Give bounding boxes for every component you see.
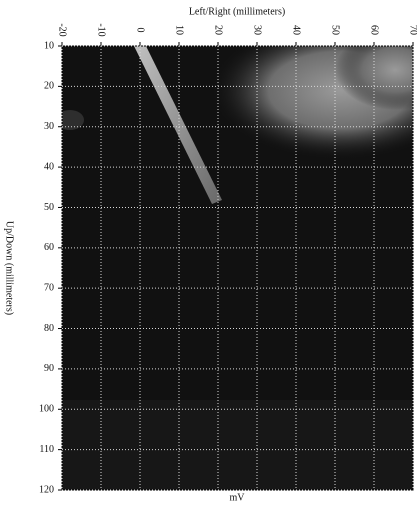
y-tick-label: 40 <box>44 161 54 172</box>
y-tick-label: 80 <box>44 323 54 334</box>
y-axis-label: Up/Down (millimeters) <box>4 221 15 315</box>
y-tick-label: 30 <box>44 121 54 132</box>
y-tick-label: 100 <box>39 404 54 415</box>
y-tick-label: 110 <box>39 444 54 455</box>
x-tick-label: -20 <box>57 23 68 36</box>
y-tick-label: 10 <box>44 40 54 51</box>
y-tick-label: 50 <box>44 202 54 213</box>
x-tick-label: 10 <box>174 25 185 35</box>
x-tick-label: 30 <box>252 25 263 35</box>
y-tick-label: 60 <box>44 242 54 253</box>
colorbar-label: mV <box>230 492 246 503</box>
x-tick-label: 20 <box>213 25 224 35</box>
y-tick-label: 90 <box>44 363 54 374</box>
x-axis-label: Left/Right (millimeters) <box>189 6 285 17</box>
x-tick-label: 0 <box>135 28 146 33</box>
y-tick-label: 20 <box>44 81 54 92</box>
y-tick-label: 120 <box>39 484 54 495</box>
x-tick-label: 40 <box>291 25 302 35</box>
x-tick-label: 60 <box>369 25 380 35</box>
x-tick-label: 50 <box>330 25 341 35</box>
heatmap-field <box>62 46 413 490</box>
x-tick-label: -10 <box>96 23 107 36</box>
x-tick-label: 70 <box>408 25 417 35</box>
y-tick-label: 70 <box>44 282 54 293</box>
